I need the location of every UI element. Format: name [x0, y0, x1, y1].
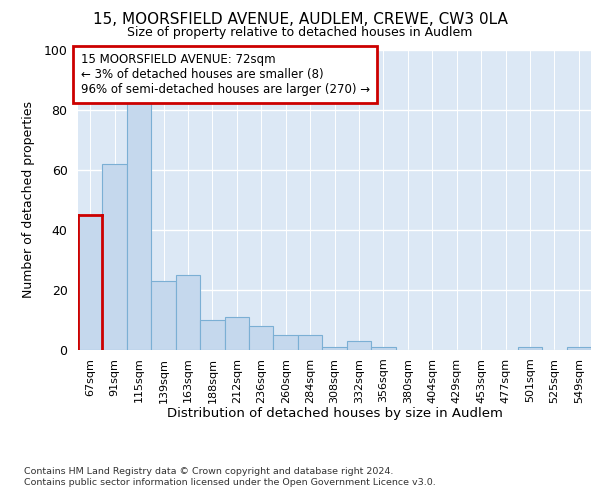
Bar — [274, 335, 298, 350]
Bar — [176, 275, 200, 350]
Bar — [151, 281, 176, 350]
Text: 15, MOORSFIELD AVENUE, AUDLEM, CREWE, CW3 0LA: 15, MOORSFIELD AVENUE, AUDLEM, CREWE, CW… — [92, 12, 508, 28]
Bar — [200, 320, 224, 350]
Bar — [298, 335, 322, 350]
Text: Size of property relative to detached houses in Audlem: Size of property relative to detached ho… — [127, 26, 473, 39]
Bar — [518, 347, 542, 350]
Bar — [249, 326, 274, 350]
Text: 15 MOORSFIELD AVENUE: 72sqm
← 3% of detached houses are smaller (8)
96% of semi-: 15 MOORSFIELD AVENUE: 72sqm ← 3% of deta… — [80, 53, 370, 96]
Bar — [566, 347, 591, 350]
Bar — [78, 215, 103, 350]
Bar — [347, 341, 371, 350]
Bar — [127, 95, 151, 350]
Y-axis label: Number of detached properties: Number of detached properties — [22, 102, 35, 298]
Bar — [371, 347, 395, 350]
Bar — [103, 164, 127, 350]
Bar — [322, 347, 347, 350]
Text: Contains HM Land Registry data © Crown copyright and database right 2024.
Contai: Contains HM Land Registry data © Crown c… — [24, 468, 436, 487]
Text: Distribution of detached houses by size in Audlem: Distribution of detached houses by size … — [167, 408, 503, 420]
Bar — [224, 317, 249, 350]
